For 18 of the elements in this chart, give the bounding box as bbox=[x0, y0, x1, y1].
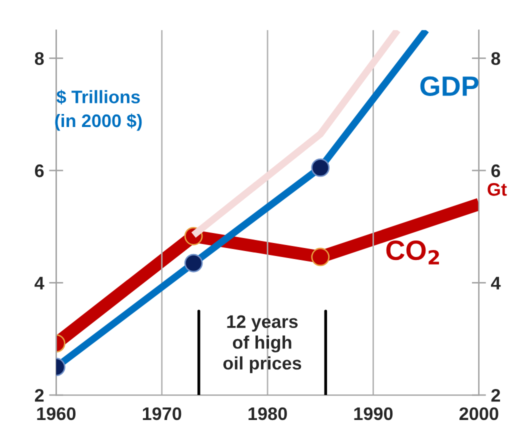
y2-tick-label: 6 bbox=[491, 164, 500, 178]
y2-tick-label: 2 bbox=[491, 388, 500, 402]
x-tick-label: 2000 bbox=[459, 407, 498, 420]
y-tick-label: 6 bbox=[34, 164, 44, 178]
y-tick-label: 4 bbox=[34, 276, 44, 290]
y-tick-label: 8 bbox=[34, 52, 44, 65]
x-tick-label: 1990 bbox=[354, 407, 393, 420]
x-tick-label: 1960 bbox=[37, 407, 76, 420]
annotation: 12 years of high oil prices bbox=[223, 315, 302, 374]
series-label: GDP bbox=[420, 76, 478, 96]
y2-axis-title: Gt bbox=[488, 183, 507, 196]
series-label: CO$_{2}$ bbox=[386, 240, 439, 264]
x-tick-label: 1980 bbox=[248, 407, 287, 420]
x-tick-label: 1970 bbox=[142, 407, 182, 420]
y-tick-label: 2 bbox=[34, 388, 44, 402]
y2-tick-label: 8 bbox=[491, 52, 500, 65]
y2-tick-label: 4 bbox=[491, 276, 501, 290]
y-axis-title: $ Trillions (in 2000 $) bbox=[55, 90, 142, 131]
